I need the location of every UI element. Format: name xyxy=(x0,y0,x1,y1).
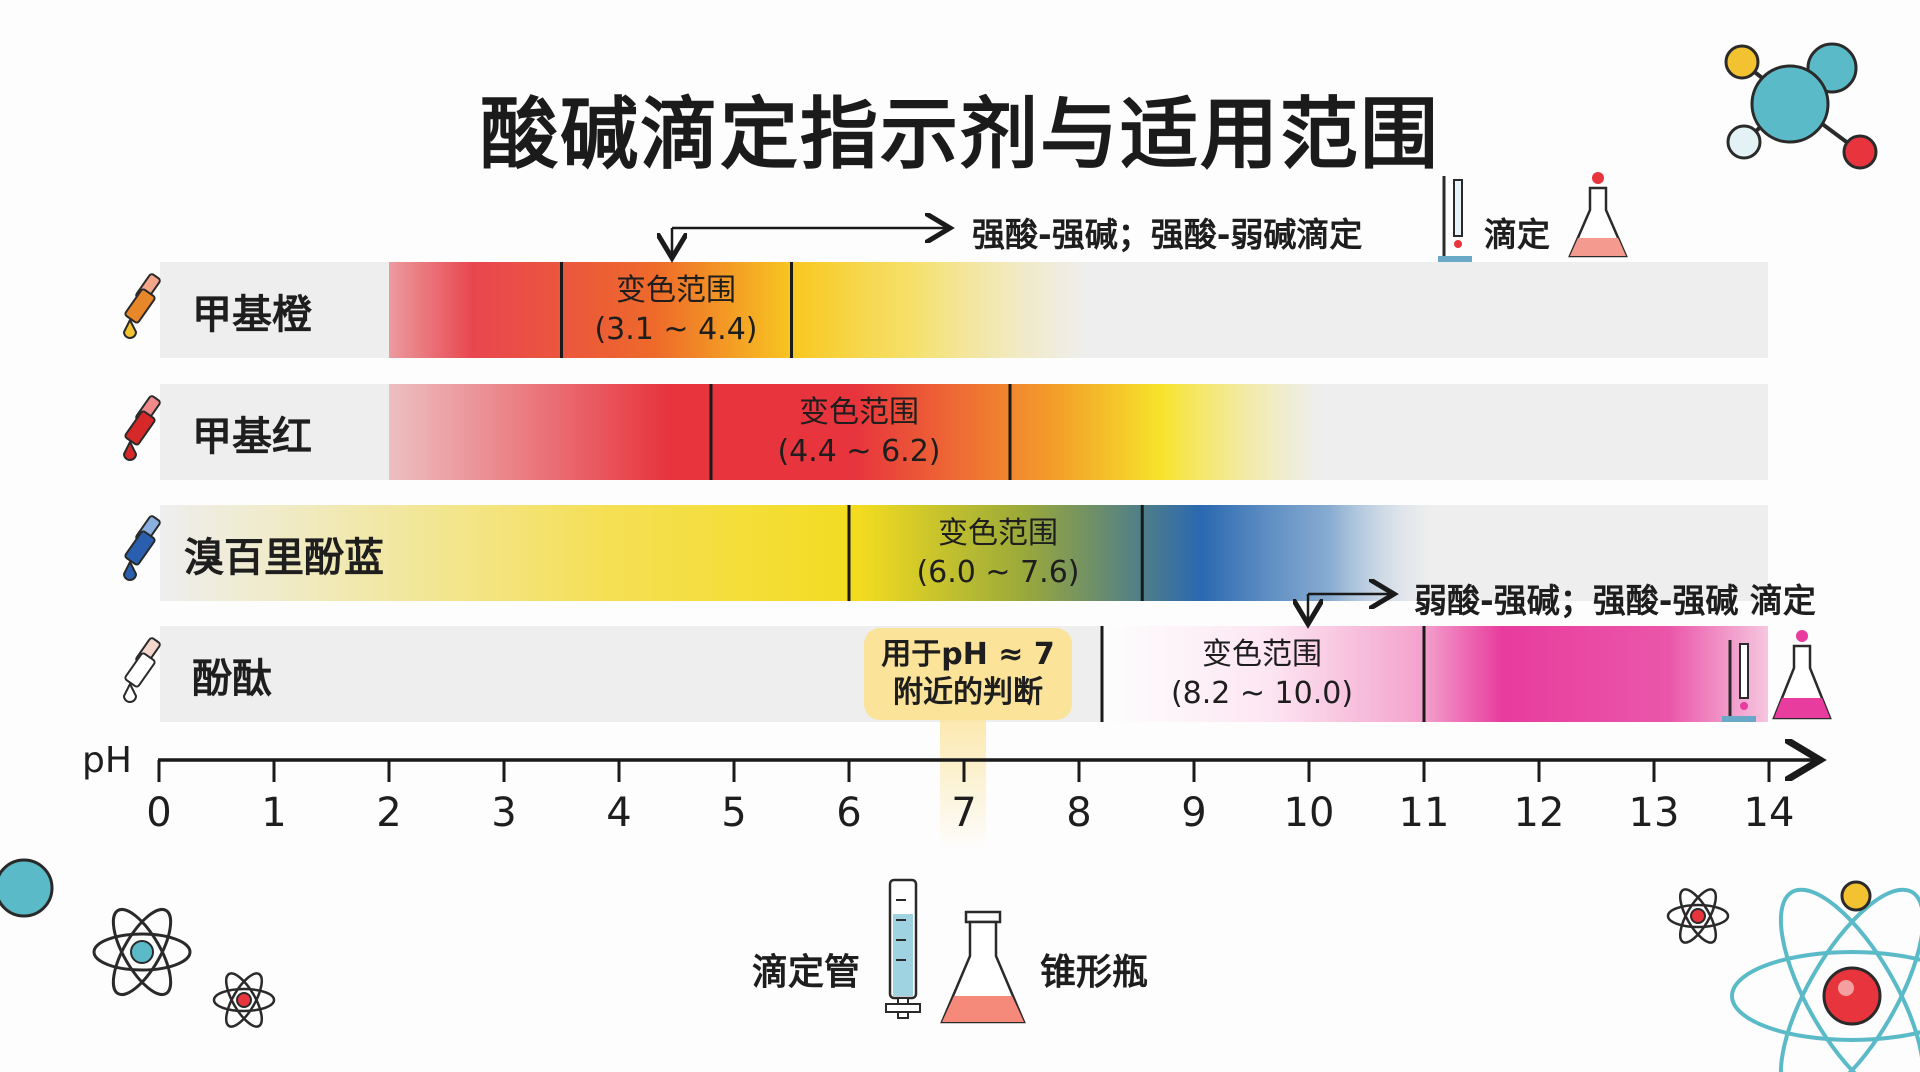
indicator-name-methyl-orange: 甲基橙 xyxy=(192,292,312,338)
band-methyl-orange xyxy=(389,262,1089,358)
band-phenolphthalein xyxy=(1103,626,1768,722)
range-boundaries xyxy=(560,262,1426,722)
dropper-methyl-red-icon xyxy=(122,395,161,461)
dropper-methyl-orange-icon xyxy=(122,273,161,339)
range-caption: 变色范围 xyxy=(1202,637,1322,672)
axis-tick-label: 5 xyxy=(721,790,747,836)
band-methyl-red xyxy=(389,384,1319,480)
note-titration: 滴定 xyxy=(1484,215,1550,254)
burette-icon xyxy=(885,878,921,1019)
indicator-name-bromothymol-blue: 溴百里酚蓝 xyxy=(184,535,384,581)
range-box-phenolphthalein: 变色范围 (8.2 ~ 10.0) xyxy=(1102,635,1422,713)
axis-label: pH xyxy=(82,740,132,781)
burette-stand-top-icon xyxy=(1438,176,1472,262)
atom-small-icon xyxy=(212,972,276,1028)
atom-right-small-icon xyxy=(1666,888,1730,944)
callout-line-1: 用于pH ≈ 7 xyxy=(881,637,1055,672)
indicator-name-phenolphthalein: 酚酞 xyxy=(192,656,272,702)
atom-large-icon xyxy=(1730,880,1920,1072)
flask-right-icon xyxy=(1772,630,1832,720)
page-title: 酸碱滴定指示剂与适用范围 xyxy=(479,90,1440,180)
axis-tick-label: 8 xyxy=(1066,790,1092,836)
indicator-color-bands xyxy=(160,262,1768,722)
dropper-phenolphthalein-icon xyxy=(122,637,161,703)
ph7-callout: 用于pH ≈ 7 附近的判断 xyxy=(864,628,1072,720)
axis-tick-label: 11 xyxy=(1398,790,1450,836)
band-bromothymol-blue xyxy=(160,505,1430,601)
molecule-icon xyxy=(1724,42,1878,170)
axis-tick-label: 10 xyxy=(1283,790,1335,836)
ball-left-icon xyxy=(0,858,54,918)
range-value: (3.1 ~ 4.4) xyxy=(594,312,758,347)
indicator-name-methyl-red: 甲基红 xyxy=(192,414,312,460)
axis-tick-label: 13 xyxy=(1628,790,1680,836)
axis-tick-label: 12 xyxy=(1513,790,1565,836)
atom-icon xyxy=(92,907,192,997)
erlenmeyer-flask-icon xyxy=(940,910,1026,1024)
strong-acid-arrow xyxy=(672,228,950,258)
burette-stand-right-icon xyxy=(1722,640,1756,722)
dropper-bromothymol-blue-icon xyxy=(122,515,161,581)
flask-top-icon xyxy=(1568,172,1628,258)
axis-tick-label: 4 xyxy=(606,790,632,836)
range-value: (8.2 ~ 10.0) xyxy=(1170,676,1354,711)
range-box-bromothymol-blue: 变色范围 (6.0 ~ 7.6) xyxy=(849,514,1147,592)
axis-tick-label: 0 xyxy=(146,790,172,836)
weak-acid-arrow xyxy=(1308,594,1394,624)
range-value: (6.0 ~ 7.6) xyxy=(916,555,1080,590)
callout-line-2: 附近的判断 xyxy=(893,675,1043,710)
range-caption: 变色范围 xyxy=(799,395,919,430)
range-caption: 变色范围 xyxy=(616,273,736,308)
range-caption: 变色范围 xyxy=(938,516,1058,551)
note-strong-acid: 强酸-强碱；强酸-弱碱滴定 xyxy=(972,215,1363,254)
axis-tick-label: 3 xyxy=(491,790,517,836)
flask-label: 锥形瓶 xyxy=(1040,952,1149,993)
axis-tick-label: 2 xyxy=(376,790,402,836)
note-weak-acid: 弱酸-强碱；强酸-强碱 滴定 xyxy=(1414,581,1816,620)
axis-tick-label: 14 xyxy=(1743,790,1795,836)
axis-tick-label: 9 xyxy=(1181,790,1207,836)
ph-axis xyxy=(157,760,1820,782)
range-box-methyl-red: 变色范围 (4.4 ~ 6.2) xyxy=(709,393,1009,471)
axis-tick-label: 7 xyxy=(951,790,977,836)
axis-tick-label: 6 xyxy=(836,790,862,836)
range-box-methyl-orange: 变色范围 (3.1 ~ 4.4) xyxy=(559,271,793,349)
axis-tick-label: 1 xyxy=(261,790,287,836)
range-value: (4.4 ~ 6.2) xyxy=(777,434,941,469)
burette-label: 滴定管 xyxy=(752,952,861,993)
